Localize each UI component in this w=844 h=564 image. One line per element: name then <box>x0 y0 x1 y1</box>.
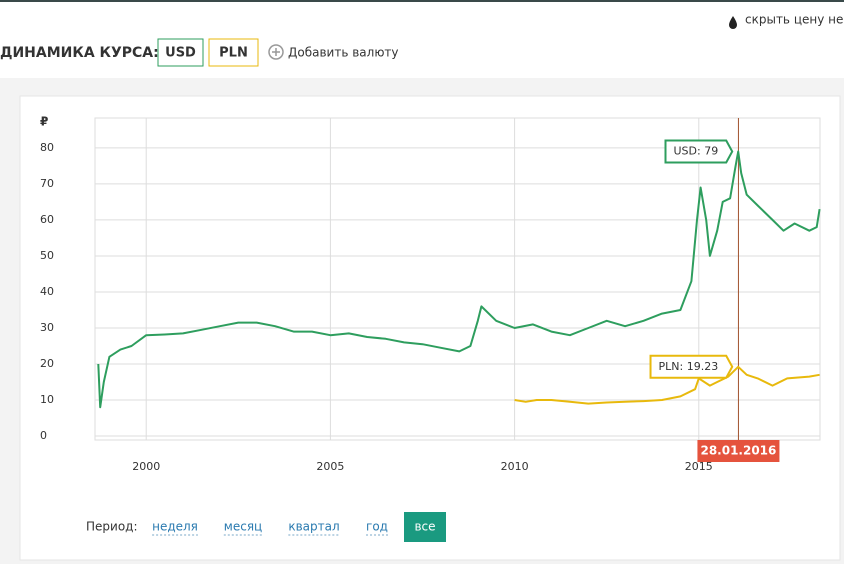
x-tick-label: 2015 <box>685 460 713 473</box>
top-bar <box>0 0 844 2</box>
tooltip-box <box>649 354 734 379</box>
period-button-active <box>404 512 446 542</box>
y-tick-label: 0 <box>40 429 47 442</box>
x-tick-label: 2005 <box>316 460 344 473</box>
series-line <box>97 150 821 409</box>
period-option[interactable]: квартал <box>288 520 339 534</box>
series-line <box>514 365 820 405</box>
x-tick-label: 2010 <box>501 460 529 473</box>
plot-area <box>94 117 821 441</box>
y-tick-label: 80 <box>40 141 54 154</box>
pln-button[interactable] <box>208 38 259 67</box>
cursor-date-badge <box>697 440 780 462</box>
oil-icon <box>729 16 737 29</box>
y-tick-label: 20 <box>40 357 54 370</box>
y-tick-label: 60 <box>40 213 54 226</box>
y-tick-label: 40 <box>40 285 54 298</box>
y-tick-label: 50 <box>40 249 54 262</box>
period-option[interactable]: месяц <box>224 520 262 534</box>
x-tick-label: 2000 <box>132 460 160 473</box>
add-icon-plus[interactable] <box>272 48 280 56</box>
cursor-date: 28.01.2016 <box>700 444 776 458</box>
header-title: ДИНАМИКА КУРСА: <box>0 45 159 61</box>
add-icon[interactable] <box>268 44 284 60</box>
period-option[interactable]: все <box>414 520 435 534</box>
tooltip-label: USD: 79 <box>673 144 718 157</box>
usd-button[interactable] <box>157 38 204 67</box>
period-label: Период: <box>86 520 138 534</box>
period-option[interactable]: год <box>366 520 388 534</box>
period-option[interactable]: неделя <box>152 520 198 534</box>
y-tick-label: 70 <box>40 177 54 190</box>
tooltip-box <box>664 139 734 164</box>
tooltip-label: PLN: 19.23 <box>659 360 719 373</box>
y-tick-label: 30 <box>40 321 54 334</box>
oil-toggle[interactable]: скрыть цену неф <box>745 13 844 27</box>
add-currency[interactable]: Добавить валюту <box>288 46 399 60</box>
y-tick-label: 10 <box>40 393 54 406</box>
y-axis-label: ₽ <box>40 115 48 129</box>
usd-button-label[interactable]: USD <box>165 46 196 61</box>
pln-button-label[interactable]: PLN <box>219 46 248 61</box>
